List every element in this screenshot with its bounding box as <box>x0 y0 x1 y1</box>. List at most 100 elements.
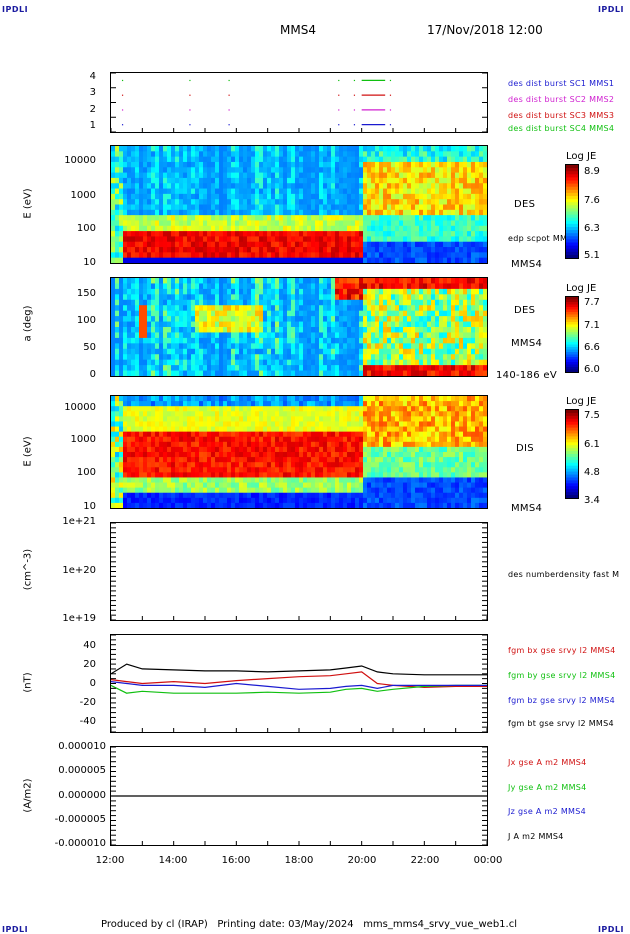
spectrogram-cell <box>275 236 280 243</box>
spectrogram-cell <box>135 370 140 376</box>
spectrogram-cell <box>371 209 376 216</box>
spectrogram-cell <box>231 247 236 253</box>
spectrogram-cell <box>483 310 487 317</box>
spectrogram-cell <box>283 177 288 184</box>
colorbar-cell <box>566 337 578 341</box>
spectrogram-cell <box>151 359 156 366</box>
spectrogram-cell <box>475 257 480 263</box>
des-energy-ytick: 10 <box>83 257 96 268</box>
spectrogram-cell <box>187 199 192 206</box>
spectrogram-cell <box>311 215 316 222</box>
spectrogram-cell <box>411 359 416 366</box>
spectrogram-cell <box>443 241 448 248</box>
spectrogram-cell <box>139 406 144 412</box>
spectrogram-cell <box>271 401 276 407</box>
spectrogram-cell <box>231 327 236 334</box>
spectrogram-cell <box>151 220 156 227</box>
spectrogram-cell <box>451 188 456 195</box>
spectrogram-cell <box>175 188 180 195</box>
spectrogram-cell <box>235 446 240 453</box>
spectrogram-cell <box>239 283 244 290</box>
spectrogram-cell <box>119 431 124 438</box>
spectrogram-cell <box>439 161 444 168</box>
spectrogram-cell <box>159 156 164 163</box>
spectrogram-cell <box>215 220 220 227</box>
spectrogram-cell <box>375 310 380 317</box>
spectrogram-cell <box>195 416 200 423</box>
spectrogram-cell <box>235 452 240 458</box>
spectrogram-cell <box>447 177 452 184</box>
spectrogram-cell <box>451 354 456 361</box>
spectrogram-cell <box>135 220 140 227</box>
spectrogram-cell <box>291 177 296 184</box>
spectrogram-cell <box>131 487 136 494</box>
spectrogram-cell <box>403 252 408 259</box>
colorbar-gradient <box>566 165 578 259</box>
burst-dot <box>389 109 392 111</box>
spectrogram-cell <box>291 241 296 248</box>
spectrogram-cell <box>367 321 372 328</box>
spectrogram-cell <box>151 236 156 243</box>
spectrogram-cell <box>227 467 232 473</box>
spectrogram-cell <box>231 225 236 232</box>
spectrogram-cell <box>115 416 120 423</box>
spectrogram-cell <box>111 452 116 458</box>
spectrogram-cell <box>291 436 296 443</box>
spectrogram-cell <box>415 247 420 253</box>
spectrogram-cell <box>235 252 240 259</box>
spectrogram-cell <box>111 472 116 479</box>
spectrogram-cell <box>199 348 204 355</box>
spectrogram-cell <box>135 283 140 290</box>
spectrogram-cell <box>483 225 487 232</box>
spectrogram-cell <box>367 359 372 366</box>
spectrogram-cell <box>447 151 452 158</box>
spectrogram-cell <box>367 183 372 190</box>
spectrogram-cell <box>223 172 228 179</box>
spectrogram-cell <box>219 354 224 361</box>
spectrogram-cell <box>263 283 268 290</box>
spectrogram-cell <box>183 156 188 163</box>
spectrogram-cell <box>211 359 216 366</box>
spectrogram-cell <box>211 167 216 174</box>
spectrogram-cell <box>263 257 268 263</box>
spectrogram-cell <box>299 316 304 323</box>
spectrogram-cell <box>147 199 152 206</box>
spectrogram-cell <box>319 252 324 259</box>
spectrogram-cell <box>267 502 272 508</box>
spectrogram-cell <box>371 288 376 295</box>
spectrogram-cell <box>207 354 212 361</box>
spectrogram-cell <box>131 146 136 152</box>
spectrogram-cell <box>259 151 264 158</box>
spectrogram-cell <box>439 278 444 285</box>
spectrogram-cell <box>455 247 460 253</box>
spectrogram-cell <box>183 396 188 402</box>
spectrogram-cell <box>287 332 292 339</box>
spectrogram-cell <box>447 167 452 174</box>
spectrogram-cell <box>123 321 128 328</box>
spectrogram-cell <box>295 497 300 504</box>
colorbar-cell <box>566 254 578 259</box>
spectrogram-cell <box>219 477 224 484</box>
spectrogram-cell <box>119 457 124 463</box>
spectrogram-cell <box>287 172 292 179</box>
spectrogram-cell <box>171 327 176 334</box>
spectrogram-cell <box>239 252 244 259</box>
spectrogram-cell <box>407 310 412 317</box>
spectrogram-cell <box>383 257 388 263</box>
spectrogram-cell <box>271 472 276 479</box>
spectrogram-cell <box>463 310 468 317</box>
spectrogram-cell <box>163 161 168 168</box>
spectrogram-cell <box>407 247 412 253</box>
spectrogram-cell <box>119 370 124 376</box>
spectrogram-cell <box>295 161 300 168</box>
spectrogram-cell <box>115 241 120 248</box>
spectrogram-cell <box>407 215 412 222</box>
spectrogram-cell <box>271 487 276 494</box>
spectrogram-cell <box>235 401 240 407</box>
spectrogram-cell <box>299 477 304 484</box>
spectrogram-cell <box>451 204 456 211</box>
spectrogram-cell <box>207 215 212 222</box>
spectrogram-cell <box>259 365 264 372</box>
spectrogram-cell <box>283 236 288 243</box>
spectrogram-cell <box>479 156 484 163</box>
